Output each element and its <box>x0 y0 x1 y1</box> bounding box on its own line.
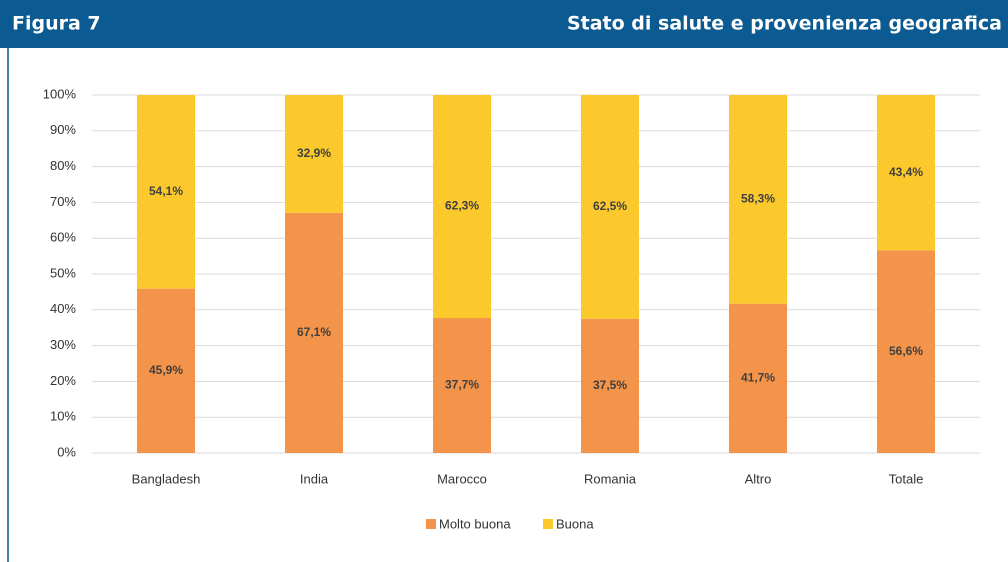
x-tick-label: India <box>300 471 329 486</box>
bar-segment <box>581 95 639 319</box>
y-tick-label: 30% <box>50 337 76 352</box>
y-tick-label: 0% <box>57 444 76 459</box>
data-label: 45,9% <box>149 363 183 377</box>
y-tick-label: 80% <box>50 158 76 173</box>
data-label: 54,1% <box>149 184 183 198</box>
legend-swatch <box>543 519 553 529</box>
data-label: 56,6% <box>889 344 923 358</box>
data-label: 62,3% <box>445 199 479 213</box>
data-label: 37,7% <box>445 378 479 392</box>
header-bar <box>0 0 1008 48</box>
chart-title: Stato di salute e provenienza geografica <box>567 13 1002 35</box>
data-label: 43,4% <box>889 165 923 179</box>
y-tick-label: 60% <box>50 230 76 245</box>
data-label: 41,7% <box>741 371 775 385</box>
bar-segment <box>137 95 195 289</box>
y-tick-label: 10% <box>50 409 76 424</box>
data-label: 67,1% <box>297 325 331 339</box>
data-label: 58,3% <box>741 192 775 206</box>
legend-label: Buona <box>556 516 594 531</box>
bar-segment <box>581 318 639 453</box>
x-tick-label: Totale <box>889 471 924 486</box>
bar-segment <box>729 95 787 304</box>
x-tick-label: Romania <box>584 471 637 486</box>
y-tick-label: 90% <box>50 122 76 137</box>
bar-segment <box>877 95 935 251</box>
data-label: 37,5% <box>593 378 627 392</box>
y-tick-label: 70% <box>50 194 76 209</box>
y-tick-label: 20% <box>50 373 76 388</box>
x-tick-label: Marocco <box>437 471 487 486</box>
x-tick-label: Altro <box>745 471 772 486</box>
y-tick-label: 100% <box>43 86 77 101</box>
bar-segment <box>729 303 787 453</box>
x-tick-label: Bangladesh <box>132 471 201 486</box>
bar-segment <box>433 95 491 319</box>
bar-segment <box>285 212 343 453</box>
bar-segment <box>137 288 195 453</box>
legend-label: Molto buona <box>439 516 511 531</box>
bar-segment <box>285 95 343 213</box>
y-tick-label: 50% <box>50 265 76 280</box>
legend-swatch <box>426 519 436 529</box>
y-tick-label: 40% <box>50 301 76 316</box>
data-label: 32,9% <box>297 146 331 160</box>
data-label: 62,5% <box>593 199 627 213</box>
bar-segment <box>433 318 491 453</box>
bar-segment <box>877 250 935 453</box>
figure-label: Figura 7 <box>12 13 101 35</box>
